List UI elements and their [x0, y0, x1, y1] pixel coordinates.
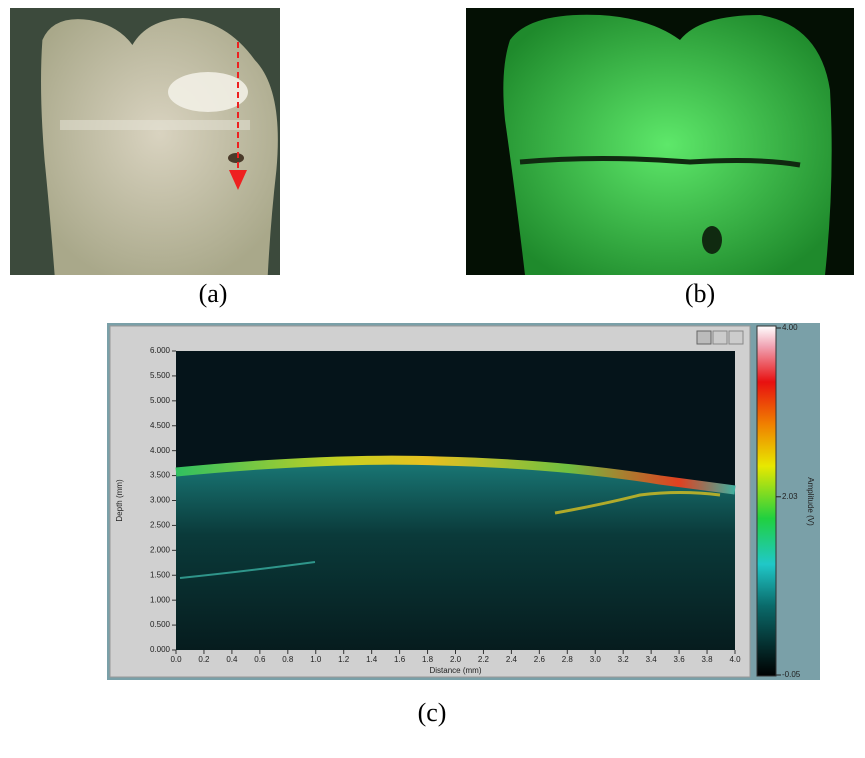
- colorbar-tick-label: -0.05: [782, 670, 801, 679]
- x-tick-label: 2.0: [450, 655, 462, 664]
- x-tick-label: 2.4: [506, 655, 518, 664]
- pan-tool[interactable]: [729, 331, 743, 344]
- x-tick-label: 3.8: [701, 655, 713, 664]
- y-tick-label: 4.000: [150, 446, 171, 455]
- y-tick-label: 6.000: [150, 346, 171, 355]
- graph-tools[interactable]: [697, 331, 743, 344]
- y-tick-label: 0.000: [150, 645, 171, 654]
- y-tick-label: 3.000: [150, 496, 171, 505]
- y-tick-label: 5.000: [150, 396, 171, 405]
- panel-label: (a): [199, 279, 228, 308]
- y-tick-label: 1.000: [150, 595, 171, 604]
- x-tick-label: 3.4: [646, 655, 658, 664]
- colorbar-tick-label: 2.03: [782, 492, 798, 501]
- x-tick-label: 1.8: [422, 655, 434, 664]
- panel-label: (b): [685, 279, 715, 308]
- colorbar-label: Amplitude (V): [806, 477, 815, 526]
- y-tick-label: 5.500: [150, 371, 171, 380]
- y-tick-label: 2.000: [150, 545, 171, 554]
- figure: (a) (b) (c) 0.0 0.2 0.4 0.6 0.8 1.0 1.2 1.4 1.6 1…: [0, 0, 865, 758]
- colorbar-tick-label: 4.00: [782, 323, 798, 332]
- x-tick-label: 1.6: [394, 655, 406, 664]
- photo-a: [10, 8, 280, 275]
- x-tick-label: 0.8: [282, 655, 294, 664]
- y-tick-label: 2.500: [150, 521, 171, 530]
- colorbar: [757, 326, 776, 676]
- x-tick-label: 2.8: [562, 655, 574, 664]
- x-tick-label: 1.2: [338, 655, 350, 664]
- x-tick-label: 4.0: [729, 655, 741, 664]
- x-tick-label: 3.6: [674, 655, 686, 664]
- cursor-tool[interactable]: [697, 331, 711, 344]
- oct-image: [176, 458, 735, 650]
- x-tick-label: 0.4: [226, 655, 238, 664]
- y-tick-label: 1.500: [150, 570, 171, 579]
- zoom-tool[interactable]: [713, 331, 727, 344]
- panel-label: (c): [418, 698, 447, 727]
- x-tick-label: 0.2: [198, 655, 210, 664]
- y-tick-label: 4.500: [150, 421, 171, 430]
- x-tick-label: 3.2: [618, 655, 630, 664]
- x-tick-label: 2.6: [534, 655, 546, 664]
- x-axis-label: Distance (mm): [429, 666, 481, 675]
- x-tick-label: 1.4: [366, 655, 378, 664]
- y-axis-label: Depth (mm): [115, 479, 124, 522]
- photo-b: [466, 8, 854, 275]
- x-tick-label: 3.0: [590, 655, 602, 664]
- y-tick-label: 3.500: [150, 471, 171, 480]
- x-tick-label: 1.0: [310, 655, 322, 664]
- page: (a) (b) (c) 0.0 0.2 0.4 0.6 0.8 1.0 1.2 1.4 1.6 1…: [0, 0, 865, 758]
- x-tick-label: 0.6: [254, 655, 266, 664]
- x-tick-label: 0.0: [170, 655, 182, 664]
- x-tick-label: 2.2: [478, 655, 490, 664]
- y-tick-label: 0.500: [150, 620, 171, 629]
